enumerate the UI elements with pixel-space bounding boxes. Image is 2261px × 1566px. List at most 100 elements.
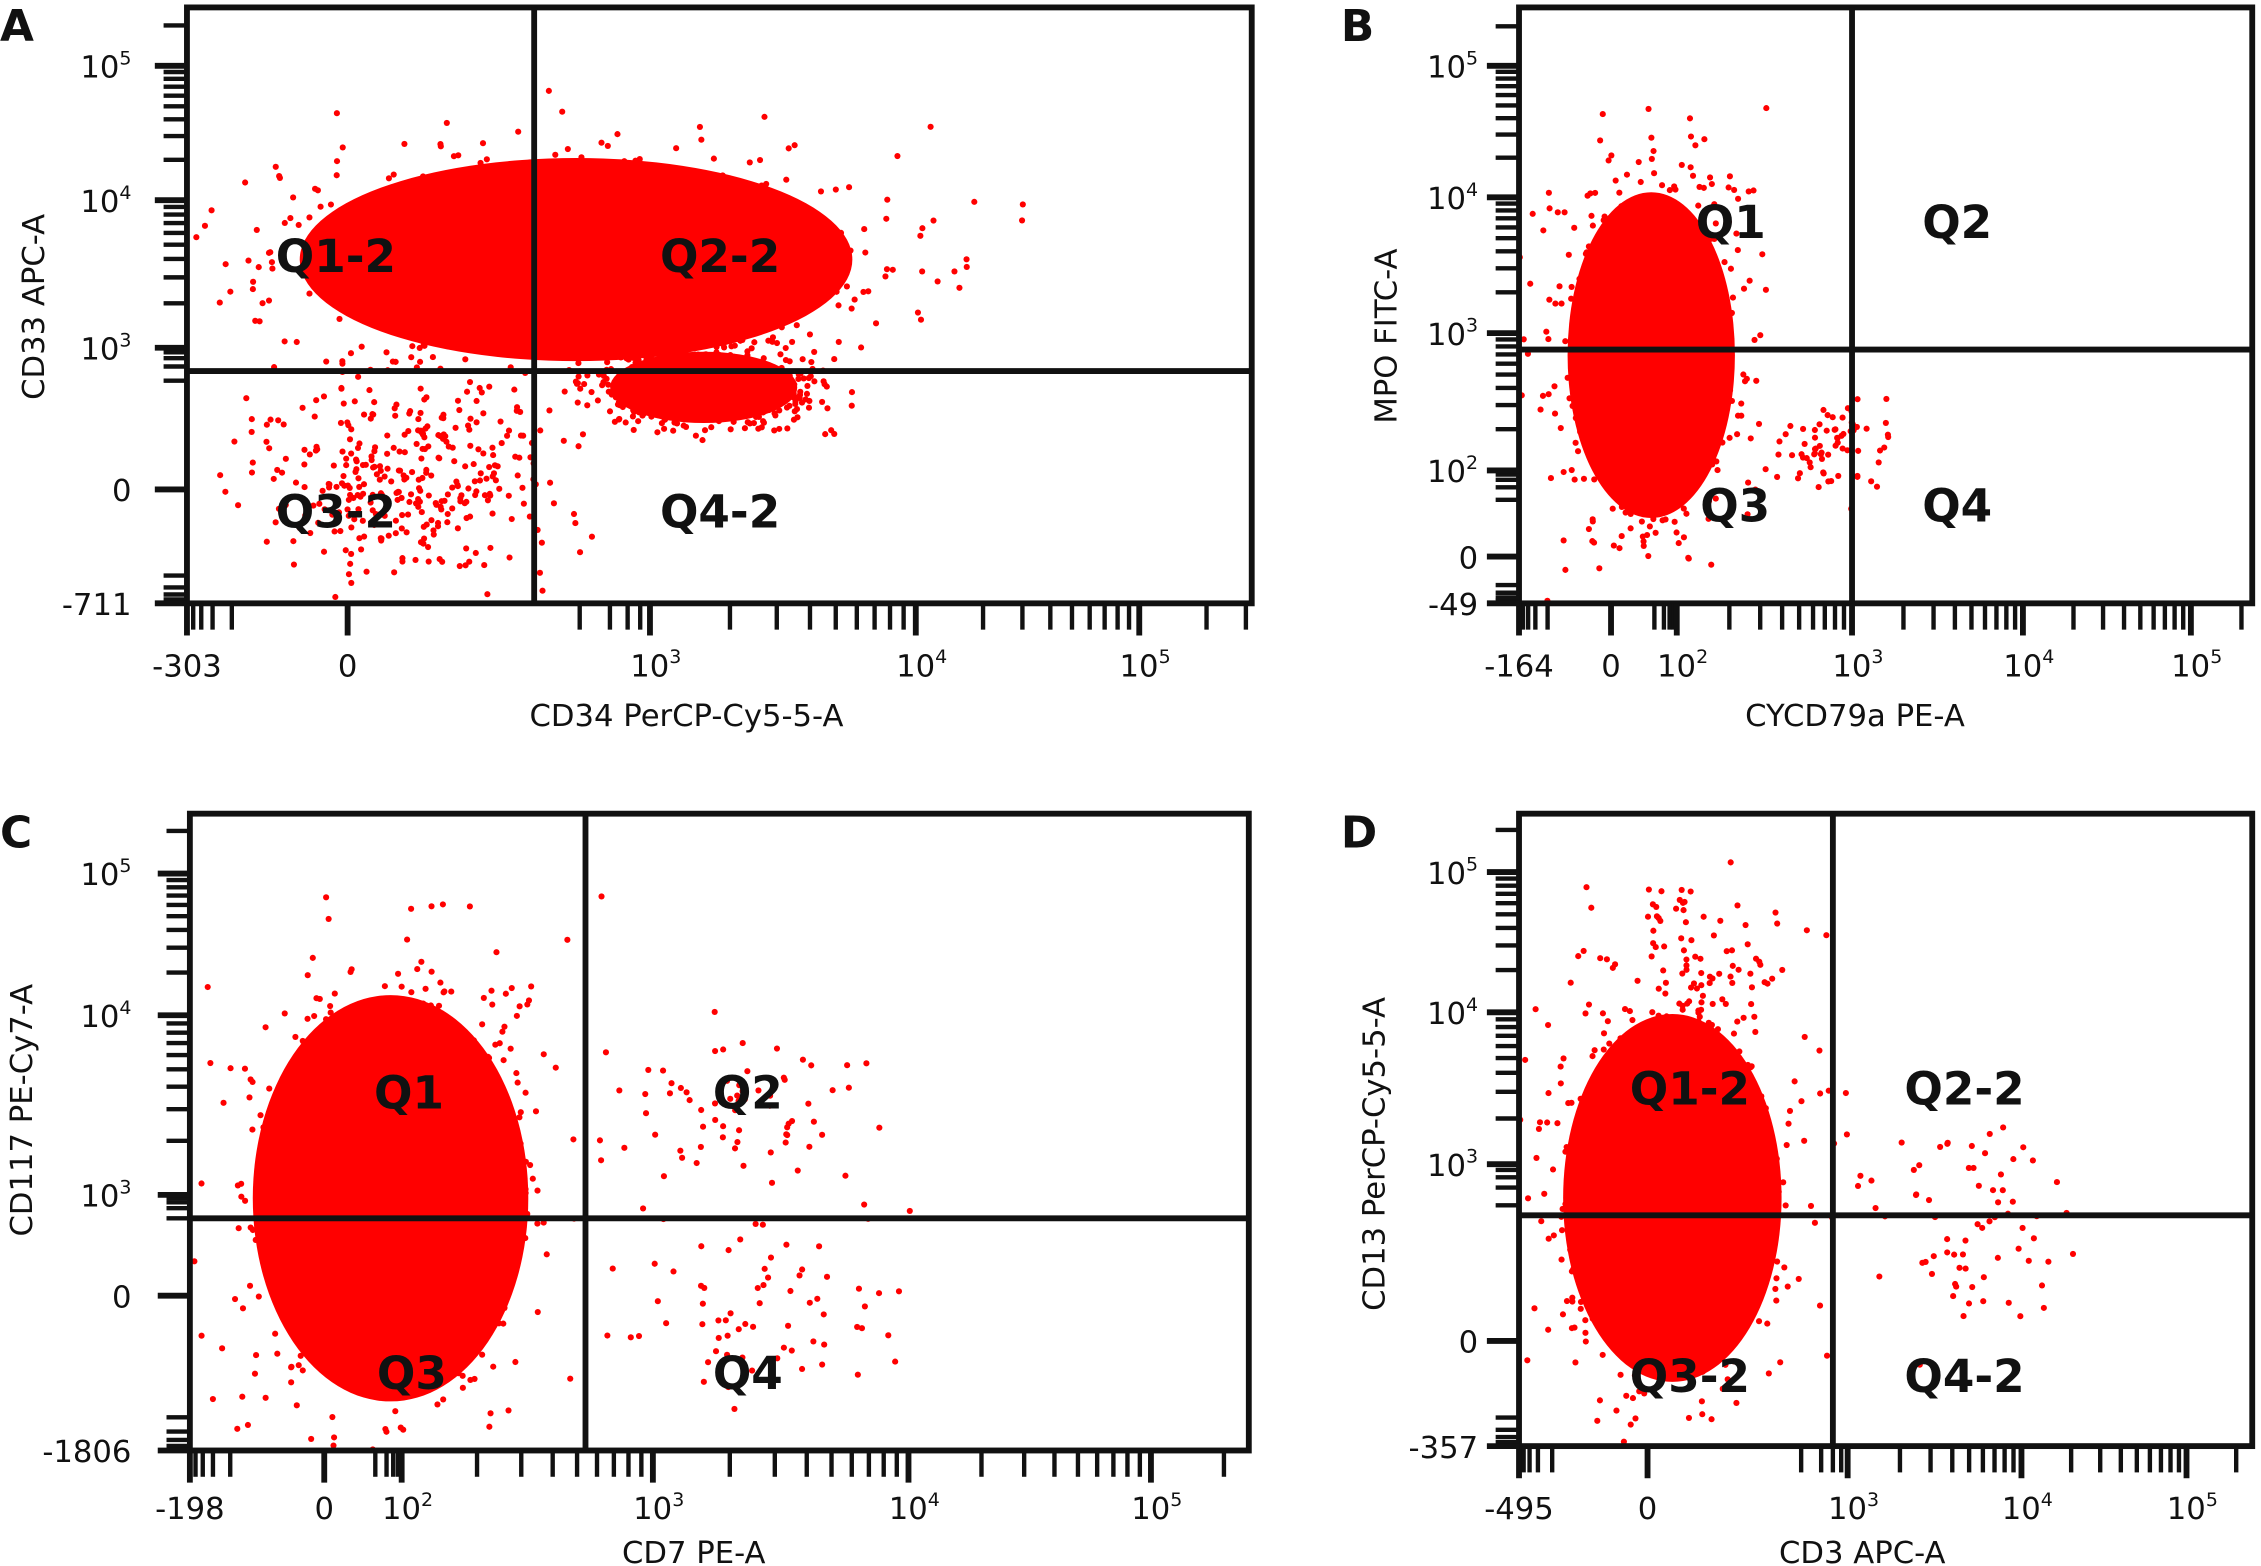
event-point <box>1616 189 1623 196</box>
event-point <box>304 972 311 979</box>
event-point <box>581 381 588 388</box>
event-point <box>485 1054 493 1062</box>
event-point <box>421 1173 428 1180</box>
event-point <box>1950 1293 1957 1300</box>
event-point <box>329 257 336 264</box>
event-point <box>348 579 355 587</box>
event-point <box>1527 280 1534 287</box>
event-point <box>538 331 545 338</box>
event-point <box>391 1245 399 1252</box>
event-point <box>1726 387 1734 394</box>
event-point <box>367 499 374 506</box>
event-point <box>428 1133 435 1140</box>
event-point <box>487 1104 494 1112</box>
event-point <box>1626 414 1633 421</box>
event-point <box>281 219 288 227</box>
event-point <box>872 320 880 327</box>
event-point <box>506 554 513 561</box>
event-point <box>1640 538 1647 545</box>
event-point <box>1691 397 1698 404</box>
event-point <box>426 240 434 247</box>
event-point <box>767 1092 774 1099</box>
event-point <box>1705 515 1712 522</box>
event-point <box>686 259 693 266</box>
event-point <box>1725 1107 1732 1114</box>
event-point <box>575 360 582 367</box>
event-point <box>496 1040 503 1047</box>
event-point <box>488 246 495 254</box>
event-point <box>427 1002 434 1009</box>
event-point <box>1631 278 1638 285</box>
event-point <box>748 390 755 397</box>
event-point <box>1687 888 1694 895</box>
event-point <box>1690 1044 1697 1051</box>
x-tick-label: -198 <box>155 1492 225 1527</box>
event-point <box>353 456 360 463</box>
event-point <box>433 177 440 184</box>
event-point <box>290 1191 297 1198</box>
event-point <box>1572 1219 1579 1226</box>
event-point <box>1650 1159 1657 1166</box>
event-point <box>1634 270 1641 278</box>
event-point <box>335 1078 342 1086</box>
event-point <box>490 452 497 459</box>
event-point <box>540 255 547 262</box>
event-point <box>1597 955 1604 962</box>
event-point <box>1747 1064 1754 1071</box>
event-point <box>431 1373 438 1380</box>
event-point <box>1667 409 1674 416</box>
event-point <box>396 467 404 474</box>
panel-letter: A <box>0 1 34 52</box>
event-point <box>352 1168 359 1175</box>
event-point <box>376 1075 384 1082</box>
event-point <box>1566 395 1573 402</box>
event-point <box>1796 470 1803 477</box>
event-point <box>347 1336 354 1343</box>
event-point <box>299 1367 306 1374</box>
event-point <box>457 495 464 502</box>
event-point <box>335 509 343 516</box>
event-point <box>1560 537 1567 544</box>
y-tick-label: 103 <box>1427 315 1478 353</box>
event-point <box>1609 505 1616 512</box>
event-point <box>1656 1221 1663 1229</box>
event-point <box>507 1105 514 1112</box>
event-point <box>367 1318 374 1325</box>
event-point <box>348 524 355 531</box>
event-point <box>486 1210 493 1217</box>
event-point <box>781 206 789 213</box>
event-point <box>760 402 768 409</box>
event-point <box>793 322 800 329</box>
event-point <box>1594 1130 1601 1138</box>
event-point <box>651 203 658 210</box>
event-point <box>1698 1006 1705 1013</box>
event-point <box>346 1286 353 1293</box>
event-point <box>1702 1159 1709 1167</box>
event-point <box>1627 315 1634 322</box>
event-point <box>296 1291 304 1298</box>
event-point <box>673 402 681 410</box>
event-point <box>1610 542 1617 549</box>
event-point <box>362 461 369 468</box>
event-point <box>1706 174 1714 181</box>
event-point <box>1807 1202 1815 1209</box>
event-point <box>647 408 654 415</box>
event-point <box>1743 375 1750 382</box>
event-point <box>1956 1264 1963 1271</box>
event-point <box>559 108 566 115</box>
event-point <box>687 245 695 252</box>
event-point <box>1719 439 1726 446</box>
event-point <box>404 936 411 943</box>
event-point <box>448 298 456 305</box>
event-point <box>1601 1331 1608 1338</box>
event-point <box>1577 283 1584 290</box>
event-point <box>1546 205 1553 212</box>
event-point <box>711 395 718 402</box>
event-point <box>417 1180 424 1187</box>
event-point <box>1599 460 1606 467</box>
event-point <box>1854 1182 1862 1190</box>
event-point <box>275 505 282 512</box>
event-point <box>892 1358 899 1365</box>
event-point <box>430 284 437 291</box>
event-point <box>1765 1370 1772 1377</box>
